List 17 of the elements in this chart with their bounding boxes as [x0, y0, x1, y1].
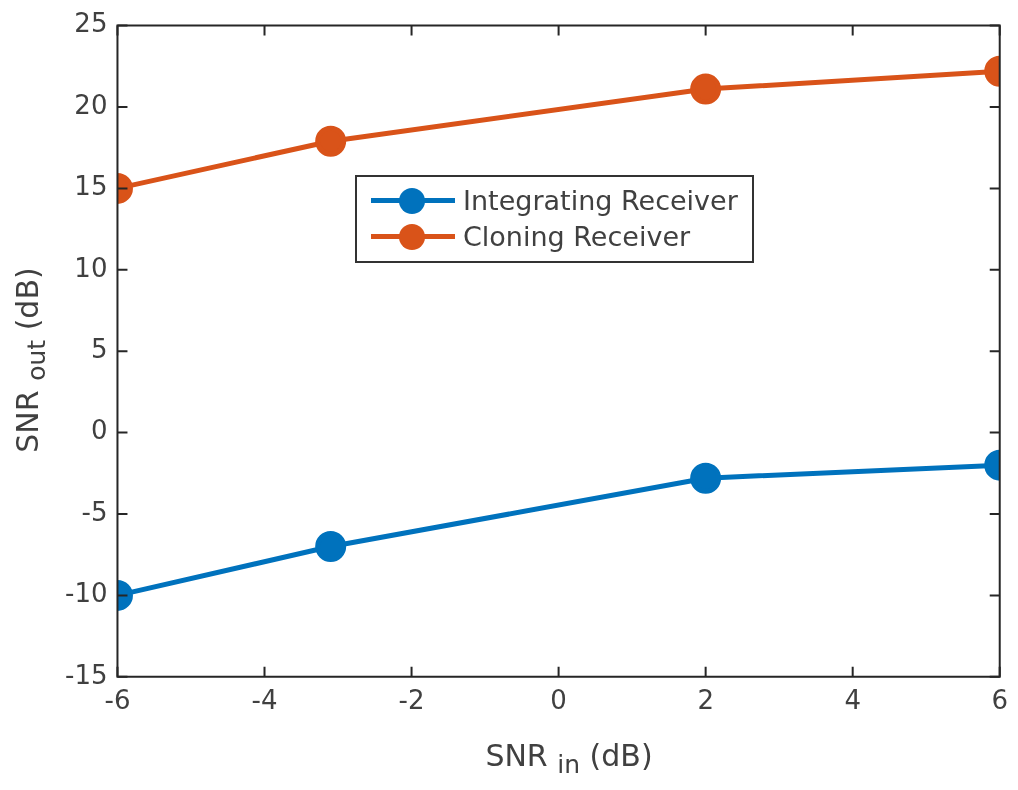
y-tick-label: -10 — [65, 578, 108, 609]
x-axis-title: SNR $_{in}$ (dB) — [484, 738, 654, 779]
x-tick-label: 6 — [991, 685, 1008, 716]
x-tick-label: 2 — [697, 685, 714, 716]
y-tick-label: 5 — [90, 333, 108, 364]
y-tick-label: 0 — [90, 415, 108, 446]
legend-label: Cloning Receiver — [463, 220, 691, 254]
y-tick-label: -5 — [81, 496, 108, 527]
x-tick-label: -2 — [398, 685, 425, 716]
x-tick-label: -4 — [251, 685, 278, 716]
y-tick-label: 15 — [74, 171, 108, 202]
y-tick-label: 25 — [74, 8, 108, 39]
y-tick-label: 20 — [74, 89, 108, 120]
legend-label: Integrating Receiver — [463, 184, 738, 218]
x-tick-label: 4 — [844, 685, 861, 716]
y-tick-label: 10 — [74, 252, 108, 283]
x-tick-label: 0 — [550, 685, 567, 716]
